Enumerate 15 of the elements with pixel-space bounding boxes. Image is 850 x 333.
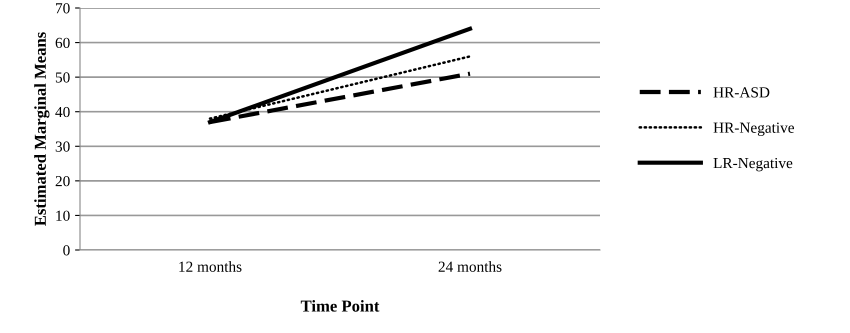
- y-tick-label: 70: [56, 3, 70, 14]
- legend-label: HR-Negative: [714, 122, 794, 136]
- y-tick-label: 60: [56, 38, 70, 48]
- y-tick-label: 0: [63, 245, 70, 256]
- y-tick-label: 30: [56, 141, 70, 152]
- legend-label: HR-ASD: [714, 87, 770, 98]
- y-tick-label: 50: [56, 72, 70, 83]
- y-tick-label: 10: [56, 210, 70, 221]
- y-tick-label: 20: [56, 176, 70, 186]
- x-tick-label: 12 months: [179, 261, 242, 272]
- legend-label: LR-Negative: [714, 158, 792, 172]
- y-axis-title: Estimated Marginal Means: [34, 32, 50, 226]
- x-axis-title: Time Point: [300, 300, 380, 312]
- x-tick-label: 24 months: [438, 261, 502, 272]
- y-tick-label: 40: [55, 106, 70, 118]
